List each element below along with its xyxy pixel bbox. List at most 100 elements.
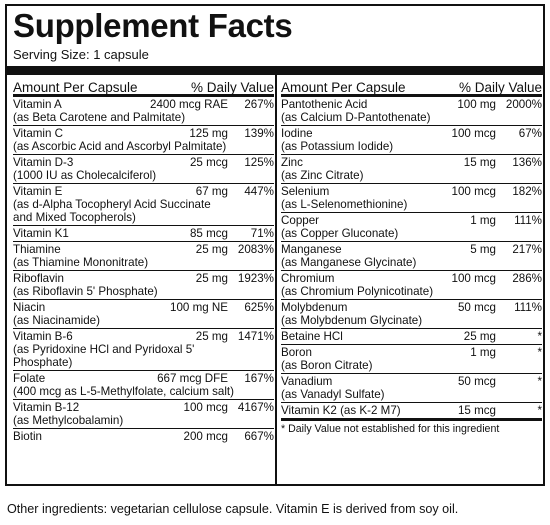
nutrient-amount: 15 mcg <box>457 404 496 417</box>
nutrient-daily-value: * <box>537 375 542 388</box>
nutrient-amount: 100 mcg <box>451 127 496 140</box>
nutrient-source: (as Vanadyl Sulfate) <box>281 388 385 401</box>
nutrient-row: Riboflavin 25 mg 1923% (as Riboflavin 5' Ph… <box>13 271 274 300</box>
nutrient-row: Folate 667 mcg DFE 167% (400 mcg as L-5-Met… <box>13 371 274 400</box>
nutrient-amount: 1 mg <box>470 346 496 359</box>
nutrient-name: Zinc <box>281 156 303 169</box>
nutrient-main-line: Iodine 100 mcg 67% <box>281 127 542 140</box>
nutrient-source: (400 mcg as L-5-Methylfolate, calcium sa… <box>13 385 235 398</box>
nutrient-daily-value: 1923% <box>237 272 274 285</box>
nutrient-main-line: Niacin 100 mg NE 625% <box>13 301 274 314</box>
nutrient-amount: 25 mg <box>195 272 228 285</box>
nutrient-main-line: Vitamin K2 (as K-2 M7) 15 mcg * <box>281 404 542 417</box>
nutrient-daily-value: 286% <box>512 272 542 285</box>
nutrient-source: (as Copper Gluconate) <box>281 227 399 240</box>
nutrient-row: Iodine 100 mcg 67% (as Potassium Iodide) <box>281 126 542 155</box>
panel-title: Supplement Facts <box>13 7 293 44</box>
nutrient-main-line: Vitamin B-12 100 mcg 4167% <box>13 401 274 414</box>
nutrient-amount: 25 mg <box>463 330 496 343</box>
nutrient-daily-value: 4167% <box>237 401 274 414</box>
footnote-rule <box>281 418 542 421</box>
nutrient-main-line: Vitamin B-6 25 mg 1471% <box>13 330 274 343</box>
nutrient-source: (as Manganese Glycinate) <box>281 256 417 269</box>
nutrient-row: Thiamine 25 mg 2083% (as Thiamine Mononitra… <box>13 242 274 271</box>
nutrient-row: Boron 1 mg * (as Boron Citrate) <box>281 345 542 374</box>
dv-header: % Daily Value <box>190 80 274 95</box>
nutrient-name: Vitamin K1 <box>13 227 69 240</box>
nutrient-row: Vitamin C 125 mg 139% (as Ascorbic Acid and… <box>13 126 274 155</box>
nutrient-amount: 125 mg <box>189 127 228 140</box>
nutrient-row: Pantothenic Acid 100 mg 2000% (as Calcium D… <box>281 97 542 126</box>
nutrient-daily-value: 167% <box>244 372 274 385</box>
nutrient-name: Biotin <box>13 430 43 443</box>
nutrient-name: Vitamin C <box>13 127 64 140</box>
nutrient-row: Betaine HCl 25 mg * <box>281 329 542 345</box>
nutrient-main-line: Vanadium 50 mcg * <box>281 375 542 388</box>
nutrient-main-line: Chromium 100 mcg 286% <box>281 272 542 285</box>
nutrient-name: Betaine HCl <box>281 330 343 343</box>
nutrient-amount: 85 mcg <box>189 227 228 240</box>
nutrient-amount: 25 mg <box>195 330 228 343</box>
nutrient-main-line: Selenium 100 mcg 182% <box>281 185 542 198</box>
nutrient-row: Niacin 100 mg NE 625% (as Niacinamide) <box>13 300 274 329</box>
nutrient-source: (as Zinc Citrate) <box>281 169 364 182</box>
dv-header: % Daily Value <box>458 80 542 95</box>
nutrient-name: Niacin <box>13 301 46 314</box>
nutrient-amount: 25 mcg <box>189 156 228 169</box>
nutrient-row: Vitamin D-3 25 mcg 125% (1000 IU as Choleca… <box>13 155 274 184</box>
nutrient-amount: 200 mcg <box>183 430 228 443</box>
nutrient-name: Vitamin A <box>13 98 62 111</box>
nutrient-main-line: Vitamin C 125 mg 139% <box>13 127 274 140</box>
nutrient-amount: 100 mg NE <box>170 301 228 314</box>
left-column: Amount Per Capsule % Daily Value Vitamin… <box>13 80 274 444</box>
nutrient-daily-value: 111% <box>514 214 542 227</box>
footnote: * Daily Value not established for this i… <box>281 423 500 435</box>
nutrient-source: (as Pyridoxine HCl and Pyridoxal 5' <box>13 343 195 356</box>
nutrient-main-line: Vitamin K1 85 mcg 71% <box>13 227 274 240</box>
nutrient-source: (as Niacinamide) <box>13 314 100 327</box>
nutrient-amount: 100 mcg <box>451 185 496 198</box>
nutrient-amount: 100 mg <box>457 98 496 111</box>
nutrient-main-line: Riboflavin 25 mg 1923% <box>13 272 274 285</box>
nutrient-name: Iodine <box>281 127 313 140</box>
nutrient-main-line: Boron 1 mg * <box>281 346 542 359</box>
nutrient-row: Chromium 100 mcg 286% (as Chromium Polynico… <box>281 271 542 300</box>
nutrient-name: Vanadium <box>281 375 333 388</box>
nutrient-main-line: Vitamin A 2400 mcg RAE 267% <box>13 98 274 111</box>
supplement-facts-panel: Supplement Facts Serving Size: 1 capsule… <box>5 4 545 486</box>
nutrient-daily-value: 1471% <box>237 330 274 343</box>
nutrient-main-line: Manganese 5 mg 217% <box>281 243 542 256</box>
nutrient-row: Vitamin B-12 100 mcg 4167% (as Methylcobala… <box>13 400 274 429</box>
amount-header: Amount Per Capsule <box>13 80 138 95</box>
nutrient-source: (as Thiamine Mononitrate) <box>13 256 149 269</box>
nutrient-row: Zinc 15 mg 136% (as Zinc Citrate) <box>281 155 542 184</box>
nutrient-main-line: Copper 1 mg 111% <box>281 214 542 227</box>
left-nutrient-list: Vitamin A 2400 mcg RAE 267% (as Beta Carote… <box>13 97 274 444</box>
nutrient-source: (as L-Selenomethionine) <box>281 198 408 211</box>
nutrient-main-line: Zinc 15 mg 136% <box>281 156 542 169</box>
nutrient-main-line: Folate 667 mcg DFE 167% <box>13 372 274 385</box>
nutrient-name: Thiamine <box>13 243 61 256</box>
nutrient-daily-value: 447% <box>244 185 274 198</box>
nutrient-row: Manganese 5 mg 217% (as Manganese Glycinate… <box>281 242 542 271</box>
right-nutrient-list: Pantothenic Acid 100 mg 2000% (as Calcium D… <box>281 97 542 418</box>
other-ingredients: Other ingredients: vegetarian cellulose … <box>7 502 459 516</box>
nutrient-daily-value: 2083% <box>237 243 274 256</box>
nutrient-amount: 25 mg <box>195 243 228 256</box>
nutrient-daily-value: 217% <box>512 243 542 256</box>
serving-size: Serving Size: 1 capsule <box>13 47 149 62</box>
nutrient-source: (as Boron Citrate) <box>281 359 373 372</box>
nutrient-name: Molybdenum <box>281 301 348 314</box>
nutrient-main-line: Pantothenic Acid 100 mg 2000% <box>281 98 542 111</box>
nutrient-name: Vitamin E <box>13 185 63 198</box>
nutrient-daily-value: 125% <box>244 156 274 169</box>
nutrient-source: (as Riboflavin 5' Phosphate) <box>13 285 158 298</box>
nutrient-main-line: Molybdenum 50 mcg 111% <box>281 301 542 314</box>
nutrient-daily-value: 2000% <box>505 98 542 111</box>
nutrient-main-line: Vitamin E 67 mg 447% <box>13 185 274 198</box>
nutrient-source: and Mixed Tocopherols) <box>13 211 136 224</box>
nutrient-source: (as Potassium Iodide) <box>281 140 394 153</box>
nutrient-main-line: Biotin 200 mcg 667% <box>13 430 274 443</box>
right-column-header: Amount Per Capsule % Daily Value <box>281 80 542 97</box>
nutrient-name: Vitamin B-12 <box>13 401 80 414</box>
